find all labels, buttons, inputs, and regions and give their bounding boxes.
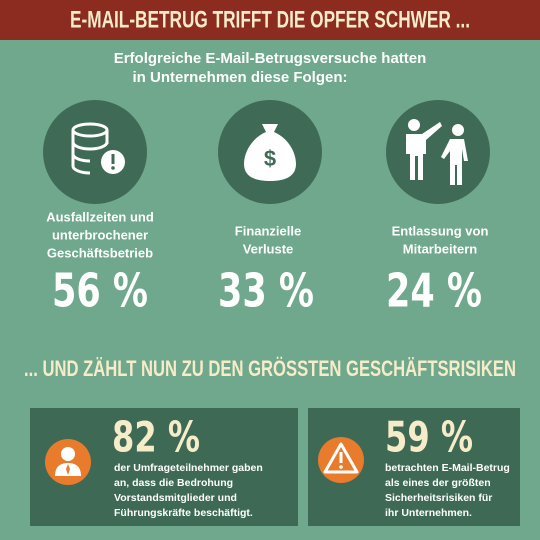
consequence-value: 33 %: [218, 264, 314, 318]
fact-text: Vorstandsmitglieder und: [114, 492, 237, 504]
fact-text: ihr Unternehmen.: [385, 507, 472, 519]
consequence-label: Verluste: [243, 241, 294, 256]
consequence-label: unterbrochener: [52, 227, 148, 242]
fact-text: betrachten E-Mail-Betrug: [385, 462, 510, 474]
consequence-label: Ausfallzeiten und: [46, 209, 154, 224]
icon-manager: [45, 439, 91, 485]
fact-value: 59 %: [385, 413, 473, 462]
title: E-MAIL-BETRUG TRIFFT DIE OPFER SCHWER ..…: [70, 6, 470, 33]
svg-text:$: $: [264, 146, 276, 171]
consequence-label: Entlassung von: [392, 223, 489, 238]
section-title: ... UND ZÄHLT NUN ZU DEN GRÖSSTEN GESCHÄ…: [24, 356, 516, 381]
icon-database: [43, 100, 147, 204]
fact-text: Sicherheitsrisiken für: [385, 492, 492, 504]
fact-text: als eines der größten: [385, 477, 491, 489]
fact-text: an, dass die Bedrohung: [114, 477, 233, 489]
fact-value: 82 %: [112, 413, 200, 462]
intro-line: in Unternehmen diese Folgen:: [132, 69, 347, 86]
consequence-value: 24 %: [386, 264, 482, 318]
consequence-label: Mitarbeitern: [403, 241, 477, 256]
banner: [0, 0, 540, 40]
icon-dismissal: [386, 100, 490, 204]
intro-line: Erfolgreiche E-Mail-Betrugsversuche hatt…: [114, 50, 427, 67]
consequence-label: Finanzielle: [235, 223, 301, 238]
icon-warning: [318, 437, 364, 483]
fact-text: Führungskräfte beschäftigt.: [114, 507, 253, 519]
icon-money-bag: $: [218, 100, 322, 204]
fact-text: der Umfrageteilnehmer gaben: [114, 462, 263, 474]
consequence-value: 56 %: [52, 264, 148, 318]
consequence-label: Geschäftsbetrieb: [47, 245, 153, 260]
